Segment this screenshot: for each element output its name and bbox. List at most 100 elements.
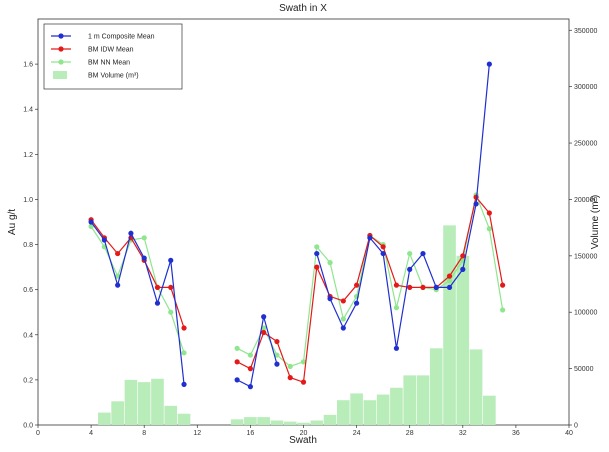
volume-bars <box>98 225 496 425</box>
x-tick-label: 20 <box>300 430 308 437</box>
bm-idw-mean-point <box>407 284 413 291</box>
bm-idw-mean-point <box>380 244 386 250</box>
x-tick-label: 4 <box>89 430 93 437</box>
1-m-composite-mean-point <box>128 230 134 236</box>
1-m-composite-mean-point <box>420 250 426 257</box>
1-m-composite-mean-point <box>168 257 174 263</box>
y2-tick-label: 200000 <box>574 197 597 204</box>
bm-idw-mean-point <box>446 273 453 279</box>
volume-bar <box>164 405 178 425</box>
1-m-composite-mean-point <box>433 284 439 291</box>
1-m-composite-mean-point <box>460 266 466 272</box>
bm-idw-mean-point <box>354 282 360 288</box>
1-m-composite-mean-point <box>141 255 147 261</box>
y-tick-label: 0.4 <box>23 332 33 339</box>
legend-swatch-bm-volume-m <box>53 71 67 79</box>
1-m-composite-mean-point <box>393 345 400 351</box>
bm-nn-mean-point <box>446 278 453 284</box>
volume-bar <box>323 414 337 425</box>
volume-bar <box>403 375 417 425</box>
y2-tick-label: 150000 <box>574 253 597 260</box>
1-m-composite-mean-point <box>234 377 240 383</box>
volume-bar <box>469 349 483 425</box>
x-tick-label: 16 <box>247 430 255 437</box>
bm-idw-mean-point <box>486 210 492 216</box>
volume-bar <box>270 420 284 425</box>
bm-idw-mean-point <box>181 325 187 331</box>
bm-idw-mean-point <box>168 284 174 291</box>
volume-bar <box>257 417 270 425</box>
volume-bar <box>363 400 377 425</box>
bm-idw-mean-point <box>340 298 346 304</box>
y2-tick-label: 350000 <box>574 28 597 35</box>
y-tick-label: 1.2 <box>23 152 33 159</box>
x-tick-label: 8 <box>142 430 146 437</box>
legend-label-bm-volume-m: BM Volume (m³) <box>88 73 139 80</box>
volume-bar <box>124 379 138 425</box>
axes: 0 4 8 12 16 20 24 28 32 36 40 0.0 0.2 0.4 0.6 0.8 1.0 1.2… <box>23 28 597 437</box>
1-m-composite-mean-point <box>115 282 121 288</box>
x-tick-label: 24 <box>353 430 361 437</box>
volume-bar <box>230 419 244 425</box>
1-m-composite-mean-point <box>354 300 360 306</box>
volume-bar <box>376 394 390 425</box>
volume-bar <box>390 387 403 425</box>
y2-tick-label: 250000 <box>574 141 597 148</box>
y2-tick-label: 300000 <box>574 84 597 91</box>
y-tick-label: 0.0 <box>23 423 33 430</box>
volume-bar <box>483 395 496 425</box>
legend-marker-bm-nn-mean <box>58 59 64 65</box>
bm-nn-mean-point <box>247 352 253 358</box>
1-m-composite-mean-point <box>407 266 413 272</box>
1-m-composite-mean-line <box>316 64 490 349</box>
legend-marker-1-m-composite-mean <box>58 33 64 39</box>
volume-bar <box>310 420 324 425</box>
y2-tick-label: 100000 <box>574 310 597 317</box>
legend: 1 m Composite Mean BM IDW Mean BM NN Mean B… <box>43 23 183 90</box>
bm-nn-mean-point <box>407 250 413 257</box>
1-m-composite-mean-point <box>446 284 453 291</box>
y-axis-label: Au g/t <box>7 209 18 235</box>
bm-nn-mean-point <box>287 363 293 369</box>
bm-idw-mean-point <box>500 282 506 288</box>
x-tick-label: 0 <box>36 430 40 437</box>
1-m-composite-mean-point <box>247 384 253 390</box>
y-tick-label: 1.0 <box>23 197 33 204</box>
1-m-composite-mean-point <box>88 219 94 225</box>
bm-nn-mean-point <box>234 345 240 351</box>
volume-bar <box>98 412 111 425</box>
bm-nn-mean-point <box>340 316 346 322</box>
y-tick-label: 0.2 <box>23 377 33 384</box>
y2-axis-label: Volume (m³) <box>590 195 601 249</box>
1-m-composite-mean-line <box>236 316 278 388</box>
bm-idw-mean-point <box>420 284 426 291</box>
bm-idw-mean-point <box>261 329 267 336</box>
1-m-composite-mean-point <box>367 235 373 241</box>
y2-tick-label: 0 <box>574 423 578 430</box>
volume-bar <box>111 401 124 425</box>
x-tick-label: 12 <box>193 430 201 437</box>
bm-idw-mean-point <box>115 250 121 257</box>
bm-idw-mean-point <box>247 366 253 372</box>
mean-lines <box>88 61 506 390</box>
legend-label-bm-nn-mean: BM NN Mean <box>88 60 130 67</box>
x-tick-label: 32 <box>459 430 467 437</box>
1-m-composite-mean-point <box>327 296 333 302</box>
bm-nn-mean-point <box>181 350 187 356</box>
bm-nn-mean-point <box>88 223 94 230</box>
volume-bar <box>429 348 443 425</box>
bm-idw-mean-point <box>314 264 320 270</box>
x-tick-label: 40 <box>565 430 573 437</box>
volume-bar <box>177 413 191 425</box>
volume-bar <box>456 255 470 425</box>
bm-idw-mean-point <box>287 375 293 381</box>
x-axis-label: Swath <box>289 435 317 446</box>
volume-bar <box>283 421 297 425</box>
bm-idw-mean-point <box>460 253 466 259</box>
1-m-composite-mean-point <box>181 381 187 387</box>
legend-label-bm-idw-mean: BM IDW Mean <box>88 47 134 54</box>
1-m-composite-mean-point <box>101 237 107 243</box>
bm-nn-mean-point <box>300 359 307 365</box>
volume-bar <box>416 375 430 425</box>
